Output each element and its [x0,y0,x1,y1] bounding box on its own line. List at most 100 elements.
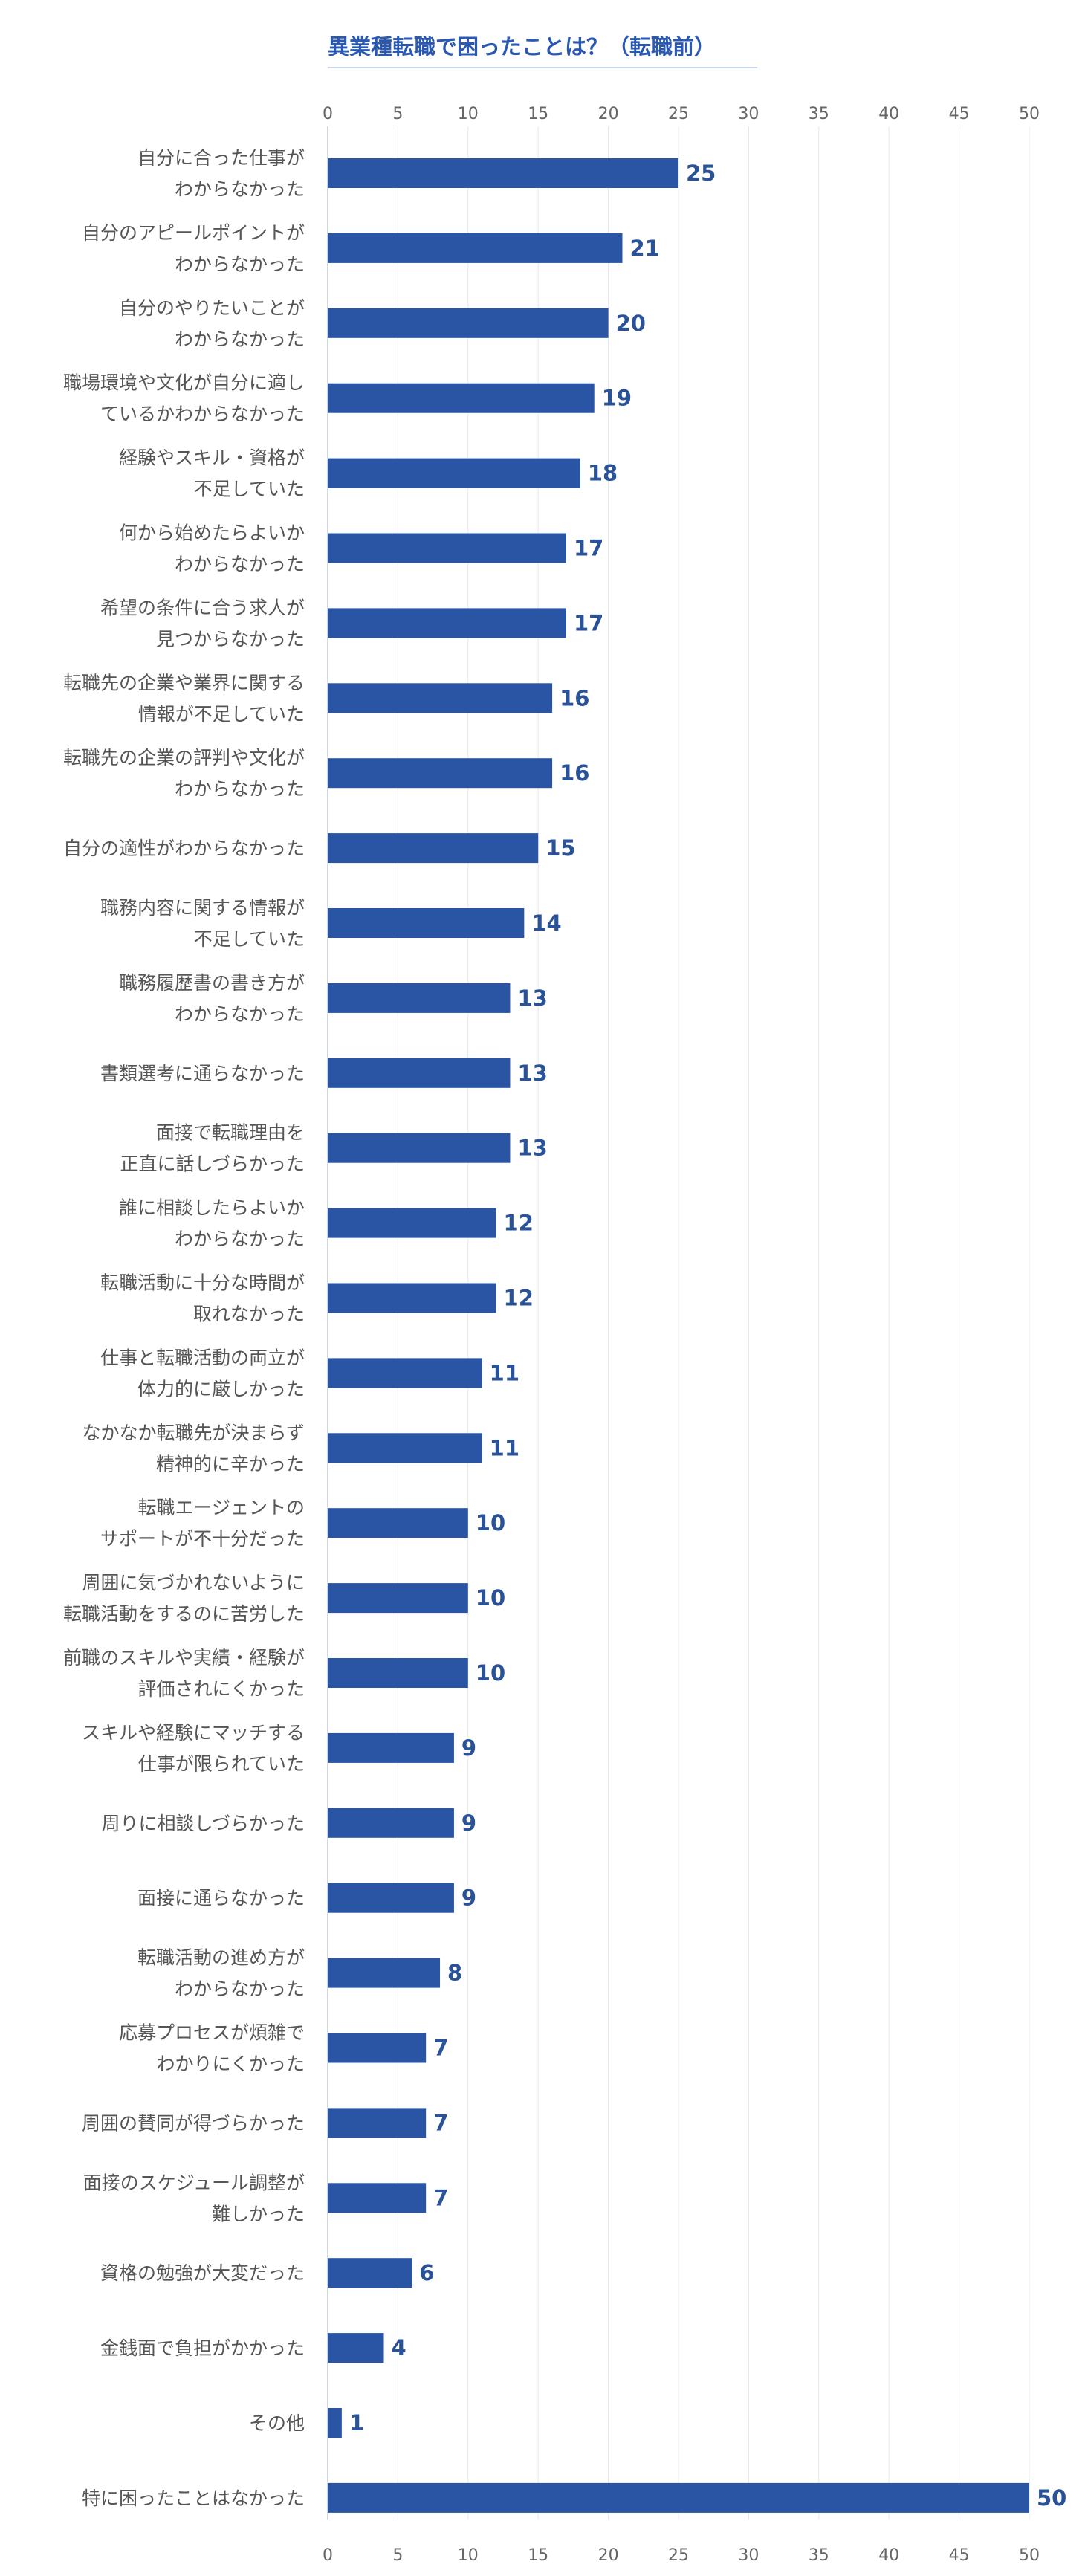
category-label-line: スキルや経験にマッチする [82,1722,305,1744]
category-label: 転職先の企業の評判や文化がわからなかった [63,747,305,800]
value-label: 12 [504,1286,534,1311]
value-label: 17 [574,610,603,635]
value-label: 11 [490,1360,519,1385]
bar [328,683,553,713]
category-label-line: 不足していた [194,479,305,500]
value-label: 8 [447,1961,462,1986]
x-tick-label-top: 40 [878,105,899,123]
category-label-line: 周囲に気づかれないように [82,1572,305,1593]
category-label-line: わからなかった [175,554,305,575]
value-label: 13 [517,986,547,1011]
value-label: 15 [545,835,575,861]
category-label-line: 転職先の企業の評判や文化が [63,747,305,768]
category-label-line: 応募プロセスが煩雑で [119,2022,305,2044]
value-label: 7 [433,2185,448,2210]
value-label: 7 [433,2036,448,2061]
category-label: 転職活動に十分な時間が取れなかった [100,1272,305,1325]
category-label-line: わからなかった [175,1229,305,1250]
bar [328,1658,468,1688]
x-tick-label-bottom: 0 [323,2546,333,2565]
bar [328,2408,342,2438]
value-label: 10 [476,1660,505,1686]
bar [328,908,525,938]
bar [328,2258,412,2288]
category-label-line: 自分に合った仕事が [137,147,305,169]
x-tick-label-bottom: 45 [949,2546,970,2565]
bar [328,1358,482,1388]
category-label: 職務内容に関する情報が不足していた [100,897,305,950]
x-tick-label-top: 50 [1019,105,1040,123]
x-tick-label-top: 15 [528,105,548,123]
bar [328,2108,427,2138]
bar [328,2033,427,2063]
category-label-line: 精神的に辛かった [156,1453,305,1475]
category-label-line: 職場環境や文化が自分に適し [63,372,305,394]
value-label: 19 [602,386,632,411]
category-label-line: 職務内容に関する情報が [100,897,305,919]
x-tick-label-top: 5 [392,105,403,123]
category-label-line: わからなかった [175,1003,305,1025]
category-label-line: わからなかった [175,329,305,350]
value-label: 50 [1037,2485,1066,2511]
bar [328,1958,441,1988]
value-label: 4 [392,2335,407,2360]
category-label-line: 見つからなかった [156,628,305,650]
x-tick-label-bottom: 25 [668,2546,689,2565]
value-label: 12 [504,1211,534,1236]
bar [328,1208,496,1238]
category-label-line: わからなかった [175,253,305,275]
bar [328,1732,454,1763]
category-label: 自分の適性がわからなかった [63,838,305,859]
bar [328,1433,482,1463]
category-labels: 自分に合った仕事がわからなかった自分のアピールポイントがわからなかった自分のやり… [63,147,305,2509]
category-label-line: 転職エージェントの [137,1497,305,1518]
x-tick-label-top: 30 [738,105,759,123]
bar [328,1058,511,1088]
value-label: 17 [574,536,603,561]
category-label-line: 仕事と転職活動の両立が [100,1347,305,1368]
value-label: 14 [531,910,561,936]
bar [328,833,539,864]
bar [328,1883,454,1913]
category-label-line: 仕事が限られていた [138,1753,305,1775]
x-tick-label-bottom: 15 [528,2546,548,2565]
x-tick-label-top: 10 [458,105,479,123]
x-tick-label-top: 20 [598,105,619,123]
value-label: 13 [517,1136,547,1161]
category-label-line: 誰に相談したらよいか [119,1197,305,1219]
category-label: 前職のスキルや実績・経験が評価されにくかった [63,1647,305,1700]
category-label: スキルや経験にマッチする仕事が限られていた [82,1722,305,1775]
value-label: 11 [490,1435,519,1460]
bar [328,1283,496,1313]
bar [328,383,595,413]
value-label: 10 [476,1510,505,1535]
category-label-line: 転職活動の進め方が [137,1947,305,1969]
category-label-line: 取れなかった [193,1304,305,1325]
category-label: 職務履歴書の書き方がわからなかった [119,972,305,1025]
category-label-line: サポートが不十分だった [100,1528,305,1550]
bar [328,758,553,789]
category-label: 自分のやりたいことがわからなかった [119,297,305,350]
category-label: 金銭面で負担がかかった [100,2337,305,2359]
bar [328,1508,468,1538]
bars [328,158,1029,2513]
value-label: 1 [349,2410,364,2436]
bar [328,458,580,488]
category-label-line: わからなかった [175,178,305,200]
category-label-line: 情報が不足していた [138,703,305,725]
category-label: 転職活動の進め方がわからなかった [137,1947,305,2000]
category-label: 周囲に気づかれないように転職活動をするのに苦労した [63,1572,305,1625]
grid-lines [327,126,1030,2520]
category-label: 資格の勉強が大変だった [100,2262,305,2284]
x-tick-label-bottom: 30 [738,2546,759,2565]
category-label-line: 何から始めたらよいか [119,522,305,544]
value-label: 25 [686,161,716,186]
category-label: 周囲の賛同が得づらかった [82,2112,305,2134]
category-label-line: 正直に話しづらかった [120,1153,305,1175]
bar [328,983,511,1013]
x-axis-bottom: 0 5 10 15 20 25 30 35 40 45 50 [323,2546,1040,2565]
category-label-line: 自分のやりたいことが [119,297,305,319]
category-label: 希望の条件に合う求人が見つからなかった [100,597,305,650]
bar [328,1133,511,1163]
